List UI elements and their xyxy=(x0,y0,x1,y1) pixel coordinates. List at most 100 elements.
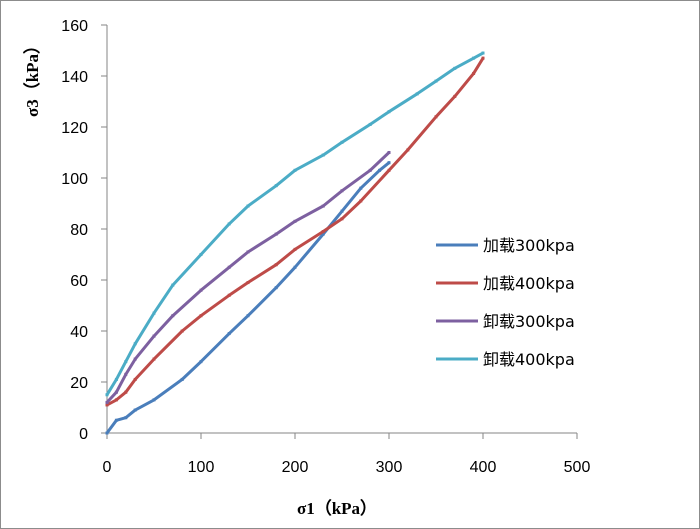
series-point xyxy=(133,377,137,381)
series-point xyxy=(340,209,344,213)
series-4 xyxy=(105,51,485,397)
series-point xyxy=(434,115,438,119)
y-axis-title: σ3（kPa） xyxy=(22,37,42,117)
y-tick-label: 80 xyxy=(70,222,88,239)
series-2 xyxy=(105,56,485,407)
series-point xyxy=(105,393,109,397)
series-point xyxy=(368,168,372,172)
series-point xyxy=(152,398,156,402)
series-point xyxy=(321,204,325,208)
x-tick-label: 500 xyxy=(564,459,591,476)
series-point xyxy=(246,314,250,318)
x-ticks: 0 100 200 300 400 500 xyxy=(103,433,591,476)
series-point xyxy=(359,186,363,190)
series-point xyxy=(114,398,118,402)
series-line xyxy=(105,161,391,435)
series-point xyxy=(481,51,485,55)
legend-marker xyxy=(455,281,459,285)
x-tick-label: 200 xyxy=(282,459,309,476)
series-point xyxy=(133,357,137,361)
series-line xyxy=(105,56,485,407)
series-point xyxy=(453,66,457,70)
series-point xyxy=(321,232,325,236)
series-point xyxy=(227,222,231,226)
series-point xyxy=(387,161,391,165)
legend-marker xyxy=(455,243,459,247)
series-point xyxy=(171,283,175,287)
series-point xyxy=(227,293,231,297)
series-point xyxy=(434,79,438,83)
x-tick-label: 300 xyxy=(376,459,403,476)
series-point xyxy=(378,168,382,172)
series-point xyxy=(359,199,363,203)
y-tick-label: 60 xyxy=(70,273,88,290)
series-point xyxy=(293,219,297,223)
series-point xyxy=(293,265,297,269)
x-axis-title: σ1（kPa） xyxy=(297,498,377,518)
series-point xyxy=(227,265,231,269)
series-point xyxy=(340,140,344,144)
series-point xyxy=(227,332,231,336)
legend: 加载300kpa 加载400kpa 卸载300kpa 卸载400kpa xyxy=(436,236,575,369)
series-point xyxy=(274,286,278,290)
legend-label: 卸载400kpa xyxy=(483,350,575,369)
series-point xyxy=(274,184,278,188)
series-point xyxy=(180,329,184,333)
legend-item: 加载300kpa xyxy=(436,236,575,255)
series-point xyxy=(387,151,391,154)
series-point xyxy=(105,403,109,407)
y-tick-label: 160 xyxy=(61,18,88,35)
legend-label: 加载300kpa xyxy=(483,236,575,255)
series-point xyxy=(387,110,391,114)
series-point xyxy=(133,408,137,412)
legend-label: 加载400kpa xyxy=(483,274,575,293)
y-ticks: 0 20 40 60 80 100 120 140 160 xyxy=(61,18,107,443)
series-point xyxy=(105,431,109,435)
series-point xyxy=(415,92,419,96)
series-point xyxy=(274,263,278,267)
legend-item: 加载400kpa xyxy=(436,274,575,293)
series-1 xyxy=(105,161,391,435)
series-point xyxy=(472,71,476,75)
series-point xyxy=(340,189,344,193)
series-3 xyxy=(105,151,391,404)
series-point xyxy=(124,416,128,420)
x-tick-label: 100 xyxy=(188,459,215,476)
series-point xyxy=(340,217,344,221)
series-point xyxy=(124,360,128,364)
series-point xyxy=(171,314,175,318)
series-point xyxy=(368,122,372,126)
series-point xyxy=(124,390,128,394)
y-tick-label: 120 xyxy=(61,120,88,137)
series-point xyxy=(321,153,325,157)
series-point xyxy=(293,168,297,172)
series-point xyxy=(246,250,250,254)
legend-item: 卸载400kpa xyxy=(436,350,575,369)
series-point xyxy=(199,314,203,318)
series-point xyxy=(293,247,297,251)
series-point xyxy=(114,418,118,422)
y-tick-label: 20 xyxy=(70,375,88,392)
series-point xyxy=(246,204,250,208)
series-point xyxy=(152,334,156,338)
x-tick-label: 0 xyxy=(103,459,112,476)
series-point xyxy=(321,230,325,234)
y-tick-label: 40 xyxy=(70,324,88,341)
series-point xyxy=(114,377,118,381)
series-point xyxy=(199,288,203,292)
legend-marker xyxy=(455,357,459,361)
series-point xyxy=(274,232,278,236)
legend-marker xyxy=(455,319,459,323)
series-point xyxy=(180,377,184,381)
series-point xyxy=(481,56,485,60)
series-point xyxy=(453,94,457,98)
series-point xyxy=(387,168,391,172)
series-point xyxy=(246,281,250,285)
series-layer xyxy=(105,51,485,435)
series-point xyxy=(105,400,109,404)
series-point xyxy=(199,253,203,256)
legend-item: 卸载300kpa xyxy=(436,312,575,331)
y-tick-label: 0 xyxy=(79,426,88,443)
